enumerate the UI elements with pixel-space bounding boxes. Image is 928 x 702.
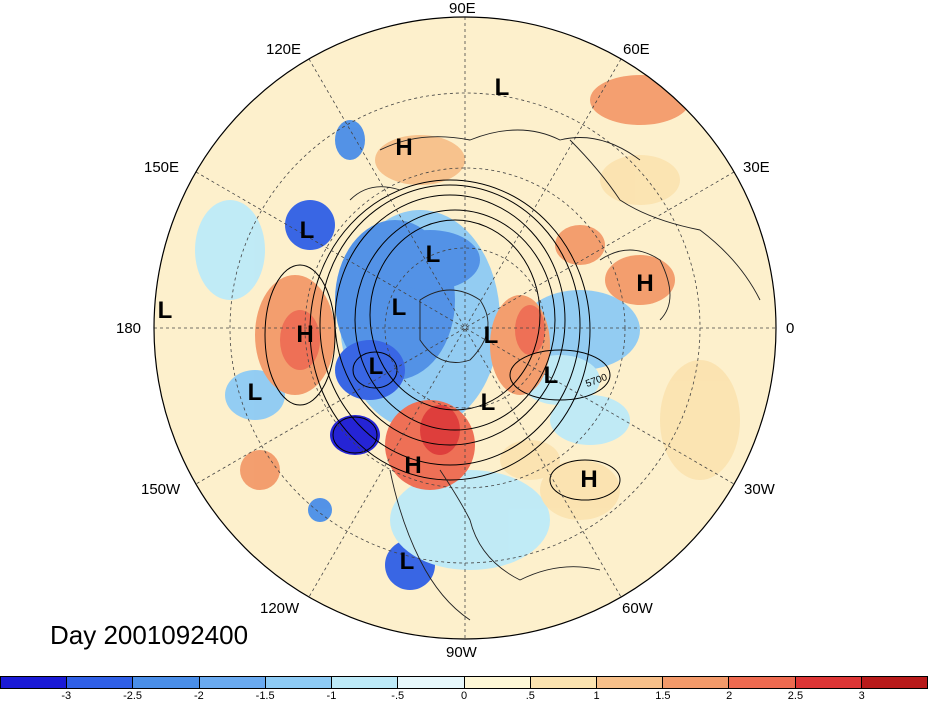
pressure-center: L [483,322,499,349]
pressure-center: L [299,217,315,244]
colorbar-tick-label: -1.5 [255,690,275,702]
colorbar-swatch [729,677,796,688]
pressure-center: L [543,362,559,389]
pressure-center: L [494,74,510,101]
lon-label-90e: 90E [449,0,476,17]
lon-label-150e: 150E [144,159,180,176]
colorbar-swatch [530,677,597,688]
lon-label-30w: 30W [744,481,775,498]
colorbar-tick-label: -1 [326,690,337,702]
coastlines [349,129,761,621]
colorbar-tick-label: 2 [726,690,733,702]
pressure-center: H [404,452,422,479]
pressure-center: L [368,353,384,380]
colorbar-tick-label: 1.5 [655,690,671,702]
lon-label-120e: 120E [266,41,302,58]
lon-label-30e: 30E [743,159,770,176]
lon-label-90w: 90W [446,644,477,661]
pressure-center: L [247,379,263,406]
pressure-center: L [425,241,441,268]
colorbar-tick-label: 0 [460,690,468,702]
colorbar-tick-label: -3 [61,690,72,702]
colorbar-swatch [1,677,68,688]
pressure-center: L [391,294,407,321]
colorbar-swatch [332,677,399,688]
colorbar-swatch [663,677,730,688]
lon-label-150w: 150W [141,481,181,498]
colorbar-swatch [464,677,531,688]
colorbar-swatch [67,677,134,688]
pressure-center: H [296,321,314,348]
colorbar [0,676,928,689]
colorbar-tick-label: -2.5 [123,690,143,702]
pressure-center: L [480,389,496,416]
colorbar-swatch [265,677,333,688]
colorbar-swatch [398,677,465,688]
colorbar-swatch [596,677,664,688]
day-title: Day 2001092400 [50,620,249,650]
colorbar-tick-label: 1 [593,690,600,702]
colorbar-swatch [861,677,928,688]
colorbar-swatch [795,677,862,688]
colorbar-swatch [199,677,266,688]
pressure-center: H [636,270,654,297]
colorbar-tick-label: -.5 [391,690,405,702]
pressure-center: L [157,297,173,324]
graticule [154,17,776,639]
pressure-center: L [399,548,415,575]
colorbar-swatch [133,677,200,688]
colorbar-tick-label: 2.5 [787,690,804,702]
lon-label-60e: 60E [623,41,650,58]
lon-label-180: 180 [116,320,142,337]
lon-label-60w: 60W [622,600,653,617]
lon-label-0: 0 [786,320,795,337]
pressure-center: H [580,466,598,493]
anomaly-field [195,75,740,590]
lon-label-120w: 120W [260,600,300,617]
colorbar-tick-label: -2 [193,690,204,702]
colorbar-tick-label: .5 [525,690,535,702]
map-border [153,16,777,640]
pressure-center: H [395,134,413,161]
colorbar-tick-label: 3 [858,690,865,702]
